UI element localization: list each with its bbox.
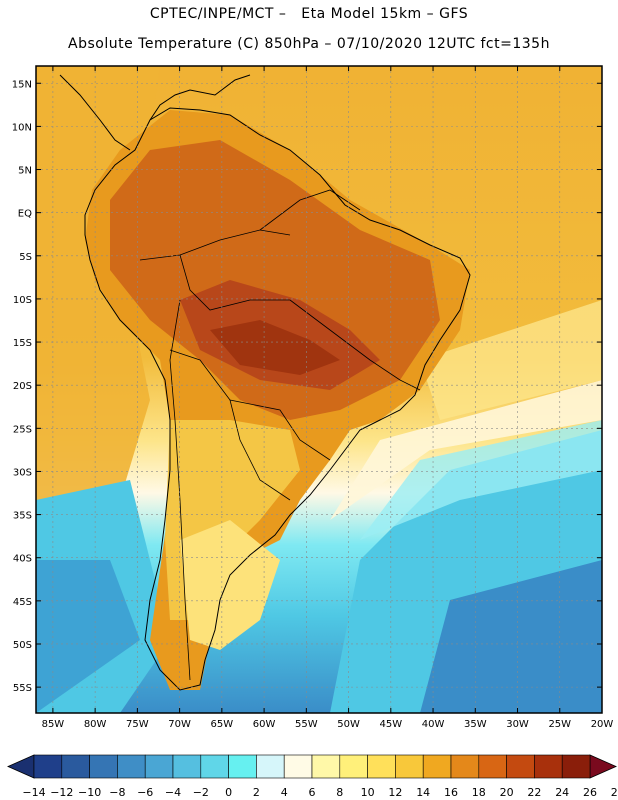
lat-label: 40S	[13, 554, 32, 565]
colorbar-label: −6	[137, 786, 153, 799]
map-title-line2: Absolute Temperature (C) 850hPa – 07/10/…	[68, 36, 550, 52]
lat-label: 35S	[13, 511, 32, 522]
colorbar-label: 16	[444, 786, 458, 799]
colorbar-swatch	[422, 754, 452, 779]
lat-label: 30S	[13, 467, 32, 478]
colorbar-label: 2	[253, 786, 260, 799]
colorbar-label: 20	[500, 786, 514, 799]
colorbar-label: 14	[416, 786, 430, 799]
colorbar-swatch	[200, 754, 229, 779]
colorbar-label: 26	[583, 786, 597, 799]
lat-label: 45S	[13, 597, 32, 608]
lon-label: 75W	[126, 719, 149, 730]
colorbar-swatch	[339, 754, 368, 779]
coastline	[59, 74, 471, 691]
colorbar-swatch	[506, 754, 535, 779]
colorbar-label: 4	[281, 786, 288, 799]
colorbar-swatch	[144, 754, 174, 779]
lat-label: 10N	[12, 122, 32, 133]
colorbar-label: 12	[388, 786, 402, 799]
lat-label: 5S	[19, 252, 32, 263]
colorbar-swatch	[172, 754, 202, 779]
lat-label: 15N	[12, 79, 32, 90]
colorbar-swatch	[117, 754, 146, 779]
lon-label: 60W	[253, 719, 276, 730]
graticule	[36, 66, 602, 713]
colorbar-swatch	[311, 754, 341, 779]
lat-label: 5N	[18, 166, 32, 177]
lat-label: 20S	[13, 381, 32, 392]
colorbar-over-arrow	[589, 754, 617, 779]
latitude-axis: 15N 10N 5N EQ 5S 10S 15S 20S 25S 30S 35S 40S 45S 50S 5…	[12, 79, 602, 694]
colorbar-label: 8	[336, 786, 343, 799]
map-title-line1: CPTEC/INPE/MCT – Eta Model 15km – GFS	[149, 6, 469, 22]
colorbar-label: −10	[78, 786, 101, 799]
colorbar-label: −8	[109, 786, 125, 799]
colorbar-swatch	[89, 754, 118, 779]
colorbar-swatch	[61, 754, 90, 779]
lon-label: 25W	[548, 719, 571, 730]
lat-label: 25S	[13, 424, 32, 435]
lat-label: 55S	[13, 683, 32, 694]
lon-label: 65W	[211, 719, 234, 730]
lon-label: 70W	[168, 719, 191, 730]
temperature-field	[36, 66, 602, 713]
colorbar-swatch	[33, 754, 63, 779]
country-borders	[139, 189, 421, 681]
colorbar-label: −14	[22, 786, 45, 799]
colorbar-under-arrow	[7, 754, 35, 779]
lat-label: 15S	[13, 338, 32, 349]
lat-label: 50S	[13, 640, 32, 651]
colorbar-label: 24	[555, 786, 569, 799]
lon-label: 50W	[337, 719, 360, 730]
colorbar-label: 6	[309, 786, 316, 799]
lon-label: 20W	[591, 719, 614, 730]
colorbar-swatch	[450, 754, 480, 779]
lon-label: 45W	[379, 719, 402, 730]
lon-label: 80W	[84, 719, 107, 730]
colorbar-swatch	[561, 754, 591, 779]
colorbar-swatch	[228, 754, 257, 779]
colorbar-swatch	[534, 754, 563, 779]
longitude-axis: 85W 80W 75W 70W 65W 60W 55W 50W 45W 40W 35W 30W 25W 2…	[42, 66, 614, 730]
lat-label: 10S	[13, 295, 32, 306]
colorbar-label: −4	[165, 786, 181, 799]
colorbar-swatch	[367, 754, 396, 779]
colorbar-label: 18	[472, 786, 486, 799]
colorbar-label: −2	[193, 786, 209, 799]
colorbar-swatch	[256, 754, 285, 779]
colorbar-label: −12	[50, 786, 73, 799]
colorbar-swatch	[478, 754, 507, 779]
colorbar-label: 0	[225, 786, 232, 799]
colorbar-swatch	[283, 754, 313, 779]
lat-label: EQ	[18, 209, 32, 220]
lon-label: 35W	[464, 719, 487, 730]
colorbar-swatch	[395, 754, 424, 779]
map-frame	[35, 65, 603, 714]
colorbar-label: 10	[361, 786, 375, 799]
lon-label: 40W	[422, 719, 445, 730]
colorbar-label: 28	[611, 786, 618, 799]
lon-label: 85W	[42, 719, 65, 730]
lon-label: 30W	[506, 719, 529, 730]
colorbar-label: 22	[527, 786, 541, 799]
colorbar: −14 −12 −10 −8 −6 −4 −2 0 2 4 6 8 10 12 14 16 18 20 22 24 26…	[7, 754, 618, 799]
lon-label: 55W	[295, 719, 318, 730]
